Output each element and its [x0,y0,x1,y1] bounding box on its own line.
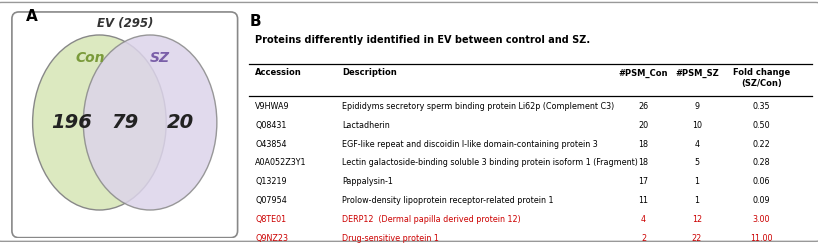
FancyBboxPatch shape [12,12,237,238]
Text: 4: 4 [641,215,646,224]
Text: 17: 17 [638,177,649,186]
Text: 3.00: 3.00 [753,215,771,224]
Text: Lactadherin: Lactadherin [343,121,390,130]
Text: #PSM_Con: #PSM_Con [618,68,668,77]
Text: 10: 10 [692,121,702,130]
Text: 18: 18 [638,159,649,167]
Text: EGF-like repeat and discoidin I-like domain-containing protein 3: EGF-like repeat and discoidin I-like dom… [343,140,598,148]
Text: 5: 5 [694,159,699,167]
Text: 18: 18 [638,140,649,148]
Text: 11: 11 [638,196,649,205]
Text: 22: 22 [692,234,702,243]
Text: Pappalysin-1: Pappalysin-1 [343,177,393,186]
Text: 79: 79 [111,113,138,132]
Text: O43854: O43854 [255,140,286,148]
Text: Con: Con [75,51,105,65]
Text: Drug-sensitive protein 1: Drug-sensitive protein 1 [343,234,439,243]
Text: 9: 9 [694,102,699,111]
Ellipse shape [83,35,217,210]
Text: V9HWA9: V9HWA9 [255,102,290,111]
Text: DERP12  (Dermal papilla derived protein 12): DERP12 (Dermal papilla derived protein 1… [343,215,521,224]
Text: 0.09: 0.09 [753,196,771,205]
Text: 0.22: 0.22 [753,140,771,148]
Text: 4: 4 [694,140,699,148]
Text: Proteins differently identified in EV between control and SZ.: Proteins differently identified in EV be… [255,35,591,45]
Text: Q9NZ23: Q9NZ23 [255,234,288,243]
Text: Q8TE01: Q8TE01 [255,215,286,224]
Text: A0A052Z3Y1: A0A052Z3Y1 [255,159,307,167]
Text: 0.50: 0.50 [753,121,771,130]
Text: Prolow-density lipoprotein receptor-related protein 1: Prolow-density lipoprotein receptor-rela… [343,196,554,205]
Text: Lectin galactoside-binding soluble 3 binding protein isoform 1 (Fragment): Lectin galactoside-binding soluble 3 bin… [343,159,638,167]
Text: EV (295): EV (295) [97,17,153,30]
Text: 20: 20 [166,113,194,132]
Text: Fold change
(SZ/Con): Fold change (SZ/Con) [733,68,790,88]
Text: 196: 196 [52,113,92,132]
Text: 0.28: 0.28 [753,159,771,167]
Text: 1: 1 [694,196,699,205]
Text: Accession: Accession [255,68,302,77]
Text: Description: Description [343,68,397,77]
Text: 0.06: 0.06 [753,177,771,186]
Text: Epididyms secretory sperm binding protein Li62p (Complement C3): Epididyms secretory sperm binding protei… [343,102,614,111]
Text: Q08431: Q08431 [255,121,286,130]
Ellipse shape [33,35,166,210]
Text: 1: 1 [694,177,699,186]
Text: Q07954: Q07954 [255,196,287,205]
Text: 2: 2 [640,234,646,243]
Text: A: A [25,9,38,24]
Text: 11.00: 11.00 [750,234,773,243]
Text: #PSM_SZ: #PSM_SZ [675,68,719,77]
Text: Q13219: Q13219 [255,177,287,186]
Text: 20: 20 [638,121,649,130]
Text: 12: 12 [692,215,702,224]
Text: 26: 26 [638,102,649,111]
Text: B: B [249,14,261,29]
Text: 0.35: 0.35 [753,102,771,111]
Text: SZ: SZ [150,51,169,65]
